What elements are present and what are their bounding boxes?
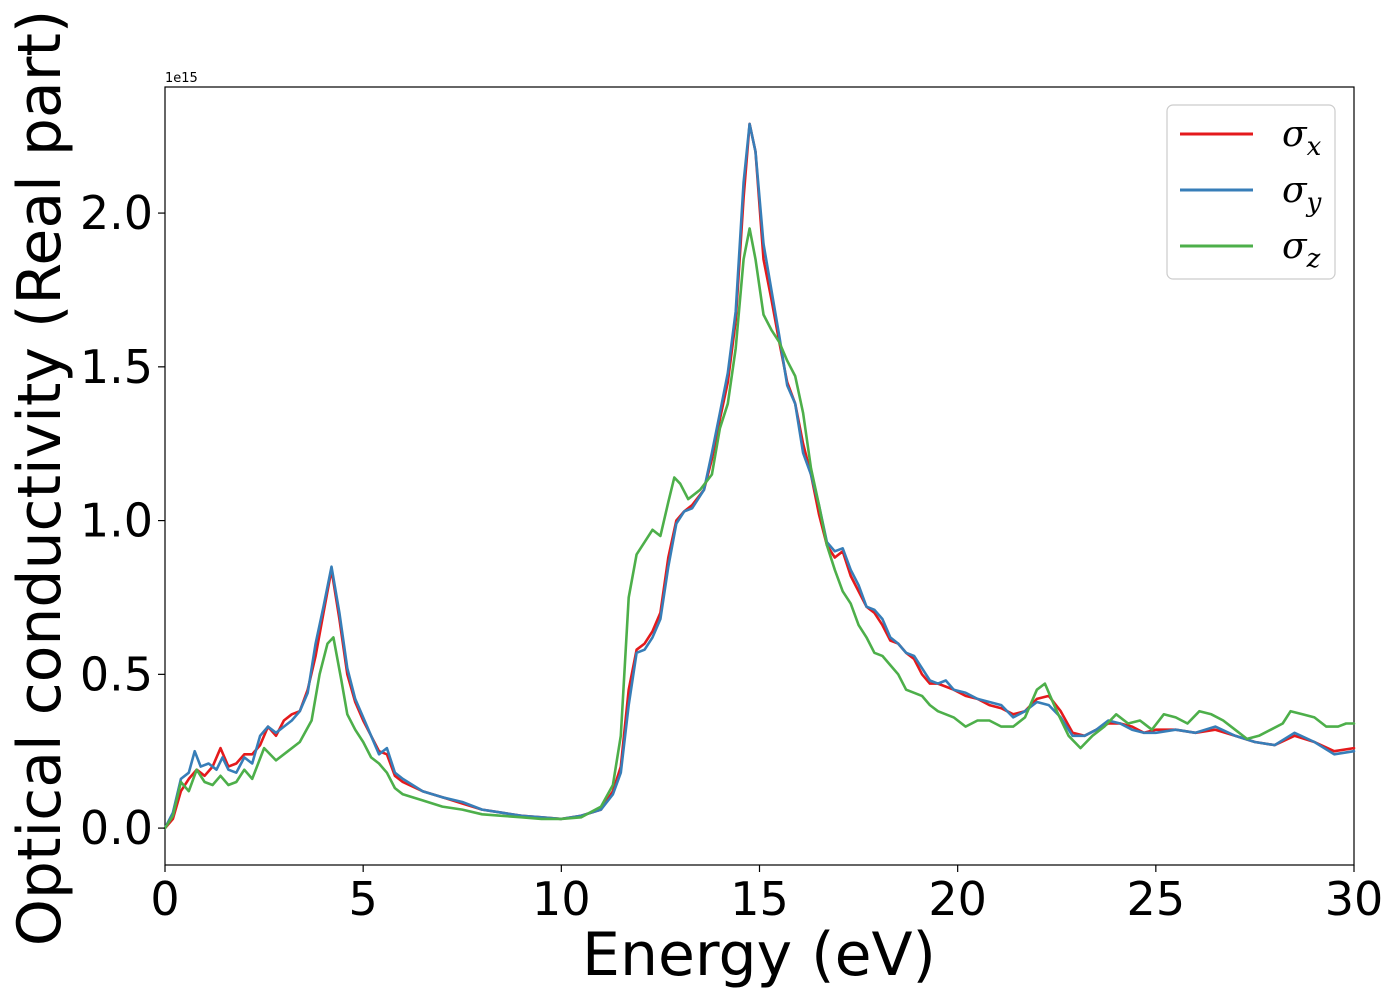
x-tick-label: 25: [1127, 872, 1186, 926]
y-axis-label: Optical conductivity (Real part): [5, 10, 75, 947]
y-tick-label: 2.0: [80, 186, 153, 240]
legend: σx σy σz: [1166, 104, 1336, 280]
y-offset-label: 1e15: [165, 71, 198, 86]
legend-box: [1166, 104, 1336, 280]
y-tick-label: 0.5: [80, 647, 153, 701]
x-tick-label: 20: [928, 872, 987, 926]
legend-item-x: σx: [1180, 114, 1322, 162]
x-axis-label: Energy (eV): [582, 920, 936, 990]
x-tick-label: 10: [532, 872, 591, 926]
series-layer: [163, 122, 1356, 830]
x-tick-label: 30: [1325, 872, 1384, 926]
series-line-z: [163, 227, 1356, 830]
legend-label: σx: [1282, 114, 1322, 162]
y-tick-label: 1.0: [80, 494, 153, 548]
x-tick-label: 15: [730, 872, 789, 926]
legend-item-z: σz: [1180, 226, 1321, 274]
x-axis-ticks: 0 5 10 15 20 25 30: [150, 865, 1383, 926]
y-tick-label: 1.5: [80, 340, 153, 394]
y-tick-label: 0.0: [80, 801, 153, 855]
series-line-y: [163, 122, 1356, 830]
legend-label: σy: [1282, 170, 1322, 218]
x-tick-label: 5: [349, 872, 378, 926]
y-axis-ticks: 0.0 0.5 1.0 1.5 2.0: [80, 186, 165, 855]
x-tick-label: 0: [150, 872, 179, 926]
legend-label: σz: [1282, 226, 1321, 274]
legend-item-y: σy: [1180, 170, 1322, 218]
